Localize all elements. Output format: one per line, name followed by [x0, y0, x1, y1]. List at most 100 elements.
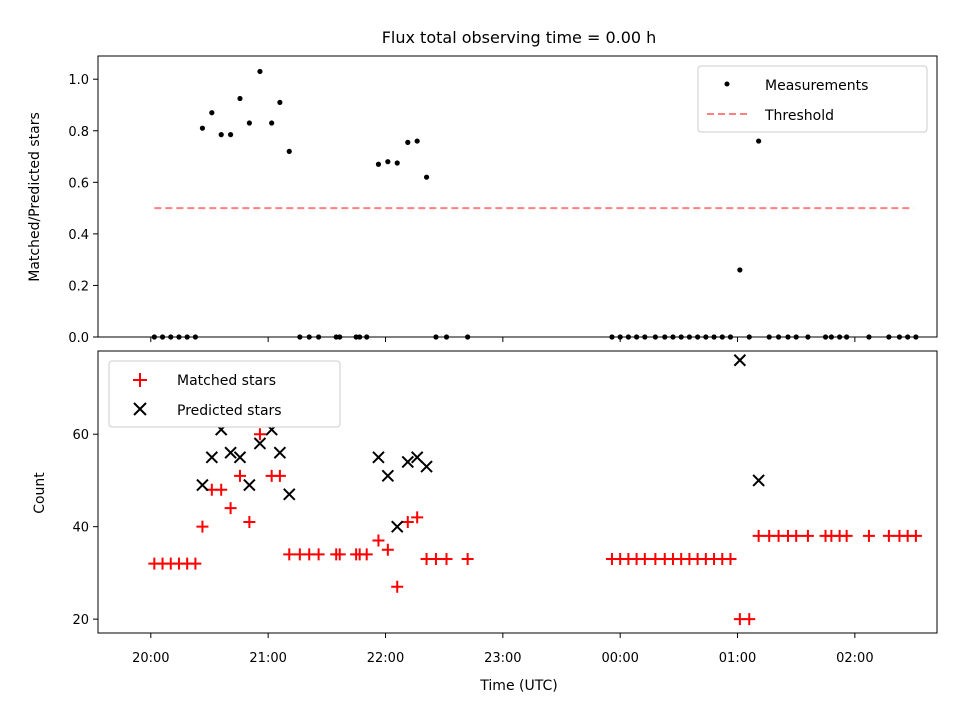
top-y-axis-label: Matched/Predicted stars	[27, 112, 43, 282]
measurement-point	[209, 110, 215, 116]
predicted-star-point	[196, 478, 209, 492]
measurement-point	[364, 334, 370, 340]
measurement-point	[357, 334, 363, 340]
bottom-legend-box	[108, 360, 341, 428]
measurement-point	[625, 334, 631, 340]
predicted-star-point	[372, 451, 385, 464]
measurement-point	[756, 138, 762, 144]
matched-star-point	[401, 516, 414, 529]
measurement-point	[737, 267, 743, 273]
matched-star-point	[253, 428, 266, 441]
y-tick-label: 0.4	[68, 228, 89, 243]
measurement-point	[642, 334, 648, 340]
legend-matched-label: Matched stars	[177, 373, 276, 389]
measurement-point	[711, 334, 717, 340]
matched-star-point	[461, 553, 474, 566]
measurement-point	[805, 334, 811, 340]
measurement-point	[199, 125, 206, 131]
plot-frame	[97, 350, 938, 634]
plot-frame	[97, 55, 938, 338]
measurement-point	[269, 120, 275, 126]
matched-star-point	[196, 520, 209, 533]
x-tick-label: 01:00	[719, 651, 756, 666]
predicted-star-point	[253, 437, 267, 450]
predicted-star-point	[224, 446, 237, 459]
measurement-point	[316, 334, 322, 340]
predicted-star-point	[410, 451, 424, 464]
x-tick-label: 02:00	[836, 651, 873, 666]
measurement-point	[414, 138, 420, 144]
measurement-point	[218, 132, 224, 138]
predicted-star-point	[205, 451, 219, 464]
measurement-point	[703, 334, 709, 340]
star-count-plot: 20:00 21:00 22:00 23:00 00:00 01:00 02:00 20 40 6…	[72, 350, 938, 666]
predicted-star-point	[273, 446, 287, 459]
matched-star-point	[283, 548, 296, 561]
matched-star-point	[909, 529, 922, 542]
measurement-point	[184, 334, 190, 340]
y-tick-label: 0.0	[68, 331, 89, 346]
x-tick-label: 23:00	[484, 651, 521, 666]
measurement-point	[905, 334, 911, 340]
predicted-star-point	[381, 469, 395, 483]
matched-star-point	[752, 529, 765, 542]
matched-star-point	[372, 534, 385, 547]
matched-star-point	[411, 511, 424, 524]
top-legend: Measurements Threshold	[697, 65, 928, 133]
matched-star-point	[840, 529, 853, 542]
x-tick-label: 20:00	[132, 651, 169, 666]
predicted-star-point	[243, 478, 256, 492]
measurement-point	[151, 334, 157, 340]
measurement-point	[337, 334, 343, 340]
measurement-point	[423, 174, 430, 180]
x-axis-label: Time (UTC)	[479, 678, 557, 694]
measurement-point	[609, 334, 615, 340]
matched-star-point	[333, 548, 346, 561]
measurement-point	[746, 334, 752, 340]
measurement-point	[375, 161, 382, 167]
flux-ratio-plot: 0.0 0.2 0.4 0.6 0.8 1.0	[68, 55, 938, 346]
bottom-y-axis-label: Count	[32, 472, 48, 514]
predicted-star-point	[420, 460, 433, 473]
measurement-point	[896, 334, 903, 340]
y-tick-label: 20	[72, 613, 89, 628]
measurement-point	[433, 334, 439, 340]
measurement-point	[443, 334, 450, 340]
measurement-point	[634, 334, 640, 340]
measurement-point	[257, 68, 263, 75]
measurement-point	[913, 334, 919, 340]
measurement-point	[617, 334, 623, 340]
matched-star-point	[189, 557, 202, 570]
predicted-star-point	[233, 451, 247, 464]
matched-star-point	[233, 469, 246, 482]
y-tick-label: 1.0	[68, 73, 89, 88]
matched-star-point	[224, 502, 237, 515]
measurement-point	[227, 132, 234, 138]
x-tick-label: 22:00	[367, 651, 404, 666]
matched-star-point	[638, 553, 651, 566]
matched-star-point	[391, 580, 404, 593]
measurement-point	[866, 334, 872, 340]
predicted-star-point	[733, 354, 747, 367]
predicted-star-point	[283, 488, 296, 501]
measurement-point	[306, 334, 312, 340]
matched-star-point	[243, 516, 256, 529]
measurement-point	[678, 334, 684, 340]
matched-star-point	[429, 553, 442, 566]
measurement-point	[405, 139, 411, 145]
measurement-point	[159, 334, 166, 340]
matched-star-point	[801, 529, 814, 542]
matched-star-point	[790, 529, 803, 542]
y-tick-label: 0.8	[68, 125, 89, 140]
chart-title: Flux total observing time = 0.00 h	[382, 28, 657, 47]
measurement-point	[775, 334, 782, 340]
legend-predicted-marker	[133, 402, 147, 416]
matched-star-point	[862, 529, 875, 542]
measurement-point	[766, 334, 772, 340]
matched-star-point	[381, 543, 394, 556]
matched-star-point	[724, 553, 737, 566]
matched-star-point	[360, 548, 373, 561]
legend-measurements-marker	[724, 81, 730, 87]
measurement-point	[844, 334, 850, 340]
